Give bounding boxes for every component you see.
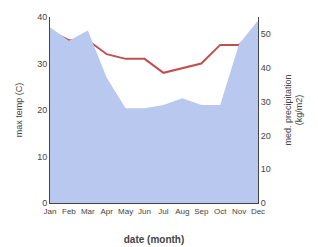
svg-text:date (month): date (month) [124, 234, 185, 245]
svg-text:40: 40 [37, 12, 47, 22]
svg-text:May: May [118, 207, 133, 216]
svg-text:med. precipitation(kg/m2): med. precipitation(kg/m2) [283, 74, 305, 145]
svg-text:40: 40 [261, 63, 271, 73]
svg-text:50: 50 [261, 29, 271, 39]
svg-text:10: 10 [261, 164, 271, 174]
svg-text:Sep: Sep [194, 207, 209, 216]
svg-text:max temp (C): max temp (C) [14, 83, 24, 138]
svg-text:20: 20 [37, 105, 47, 115]
svg-text:Jun: Jun [138, 207, 151, 216]
svg-text:30: 30 [37, 59, 47, 69]
svg-text:10: 10 [37, 152, 47, 162]
svg-text:Dec: Dec [251, 207, 265, 216]
svg-text:Jul: Jul [158, 207, 168, 216]
svg-text:Aug: Aug [175, 207, 189, 216]
svg-text:Jan: Jan [44, 207, 57, 216]
svg-text:Apr: Apr [101, 207, 114, 216]
svg-text:Mar: Mar [81, 207, 95, 216]
svg-text:30: 30 [261, 97, 271, 107]
svg-text:20: 20 [261, 131, 271, 141]
svg-text:0: 0 [261, 198, 266, 208]
svg-text:Nov: Nov [232, 207, 246, 216]
svg-text:Feb: Feb [62, 207, 76, 216]
svg-text:Oct: Oct [214, 207, 227, 216]
svg-text:0: 0 [42, 198, 47, 208]
